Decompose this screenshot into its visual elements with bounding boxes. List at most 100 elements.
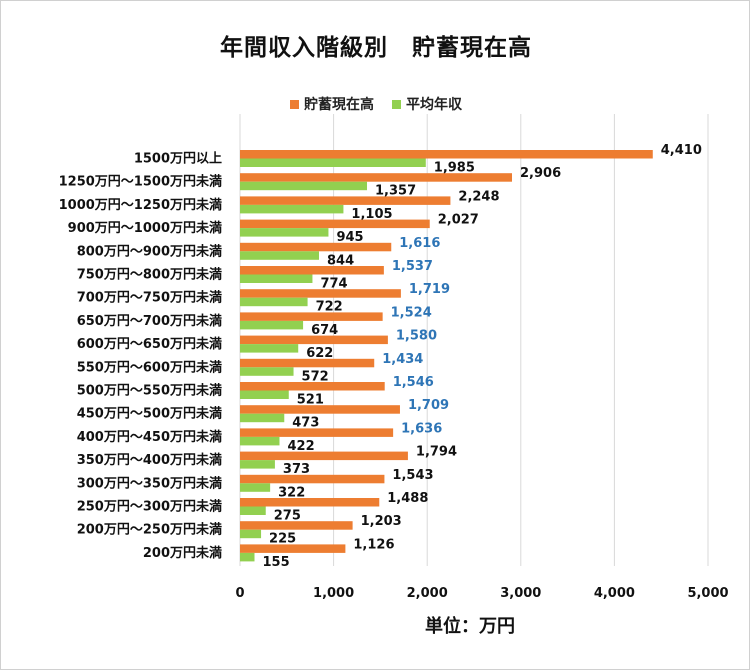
bar-income (240, 251, 319, 260)
bar-savings (240, 474, 385, 484)
data-label-savings: 1,709 (408, 398, 449, 413)
x-tick-label: 4,000 (594, 586, 635, 601)
x-tick-label: 5,000 (687, 586, 728, 601)
category-label: 1500万円以上 (134, 152, 222, 167)
category-label: 1250万円～1500万円未満 (59, 174, 222, 190)
category-label: 600万円～650万円未満 (77, 336, 222, 352)
category-label: 450万円～500万円未満 (77, 406, 222, 422)
data-label-income: 622 (306, 346, 333, 361)
bar-income (240, 367, 294, 376)
data-label-savings: 1,580 (396, 329, 437, 344)
data-label-savings: 1,524 (391, 305, 432, 320)
x-tick-label: 1,000 (313, 586, 354, 601)
bar-income (240, 158, 426, 167)
data-label-income: 722 (316, 300, 343, 315)
bar-savings (240, 382, 385, 391)
data-label-income: 275 (274, 509, 301, 524)
bar-savings (240, 405, 400, 414)
bar-income (240, 204, 344, 214)
data-label-savings: 1,546 (393, 375, 434, 390)
bar-income (240, 274, 313, 283)
bar-income (240, 506, 266, 515)
bar-income (240, 413, 285, 423)
bar-savings (240, 498, 380, 507)
bar-savings (240, 150, 653, 159)
bar-savings (240, 428, 394, 437)
data-label-savings: 4,410 (661, 143, 702, 158)
data-label-savings: 1,543 (392, 468, 433, 483)
data-label-savings: 1,488 (387, 491, 428, 506)
bar-income (240, 436, 280, 446)
bar-income (240, 297, 308, 307)
data-label-income: 473 (292, 416, 319, 431)
legend: 貯蓄現在高 平均年収 (0, 94, 752, 114)
x-tick-label: 0 (235, 586, 244, 601)
data-label-savings: 1,434 (382, 352, 423, 367)
bar-savings (240, 544, 346, 553)
bar-income (240, 344, 299, 353)
data-label-income: 945 (336, 230, 363, 245)
category-label: 800万円～900万円未満 (77, 243, 222, 259)
x-tick-label: 3,000 (500, 586, 541, 601)
bar-income (240, 529, 262, 539)
legend-item-income: 平均年収 (392, 94, 462, 114)
bar-savings (240, 312, 383, 321)
category-label: 750万円～800万円未満 (77, 267, 222, 283)
chart-title: 年間収入階級別 貯蓄現在高 (220, 35, 532, 61)
bar-savings (240, 358, 375, 368)
x-tick-label: 2,000 (407, 586, 448, 601)
bar-savings (240, 196, 451, 205)
data-label-income: 155 (263, 555, 290, 570)
category-label: 250万円～300万円未満 (77, 499, 222, 515)
legend-swatch-savings (290, 99, 299, 109)
data-label-income: 1,105 (351, 207, 392, 222)
category-label: 200万円～250万円未満 (77, 522, 222, 538)
bar-savings (240, 521, 353, 530)
data-label-savings: 1,636 (401, 421, 442, 436)
legend-item-savings: 貯蓄現在高 (290, 94, 374, 114)
data-label-income: 1,357 (375, 184, 416, 199)
category-label: 1000万円～1250万円未満 (59, 197, 222, 213)
category-label: 400万円～450万円未満 (77, 429, 222, 445)
bar-savings (240, 219, 430, 229)
data-label-income: 322 (278, 485, 305, 500)
bar-savings (240, 335, 388, 345)
category-label: 200万円未満 (143, 545, 222, 561)
data-label-savings: 1,126 (353, 537, 394, 552)
bar-savings (240, 173, 513, 182)
data-label-income: 774 (320, 277, 347, 292)
category-label: 550万円～600万円未満 (77, 359, 222, 375)
category-label: 350万円～400万円未満 (77, 452, 222, 468)
bar-savings (240, 451, 408, 461)
data-label-income: 422 (287, 439, 314, 454)
data-label-savings: 1,537 (392, 259, 433, 274)
bar-income (240, 460, 275, 469)
data-label-income: 521 (297, 393, 324, 408)
bar-savings (240, 289, 401, 298)
bar-income (240, 228, 329, 237)
category-label: 500万円～550万円未満 (77, 383, 222, 399)
legend-swatch-income (392, 99, 401, 109)
data-label-savings: 1,616 (399, 236, 440, 251)
category-label: 900万円～1000万円未満 (68, 220, 222, 236)
bar-savings (240, 266, 384, 275)
data-label-income: 225 (269, 532, 296, 547)
legend-label-income: 平均年収 (406, 97, 462, 113)
data-label-income: 674 (311, 323, 338, 338)
data-label-savings: 2,027 (438, 213, 479, 228)
bar-income (240, 181, 368, 191)
data-label-income: 844 (327, 253, 354, 268)
data-label-income: 572 (302, 369, 329, 384)
data-label-savings: 2,248 (458, 189, 499, 204)
x-axis-title: 単位：万円 (425, 616, 515, 637)
bar-income (240, 320, 304, 330)
bar-income (240, 552, 255, 562)
data-label-savings: 1,203 (361, 514, 402, 529)
legend-label-savings: 貯蓄現在高 (304, 97, 374, 113)
data-label-income: 373 (283, 462, 310, 477)
category-label: 650万円～700万円未満 (77, 313, 222, 329)
category-label: 700万円～750万円未満 (77, 290, 222, 306)
data-label-savings: 2,906 (520, 166, 561, 181)
